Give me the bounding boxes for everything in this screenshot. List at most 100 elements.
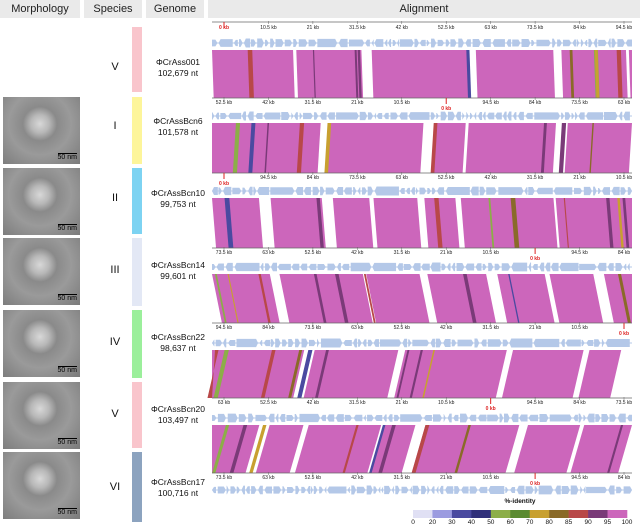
gene-arrow xyxy=(627,263,630,271)
alignment-block xyxy=(303,350,399,398)
alignment-stripe xyxy=(335,274,349,323)
ruler-tick-label: 84 kb xyxy=(617,475,631,481)
gene-arrow xyxy=(465,263,475,271)
gene-arrow xyxy=(437,39,445,47)
gene-arrow xyxy=(536,187,553,195)
gene-arrow xyxy=(430,112,436,120)
gene-arrow xyxy=(575,112,578,120)
gene-arrow xyxy=(594,339,601,347)
alignment-stripe xyxy=(258,274,271,323)
gene-arrow xyxy=(383,414,387,422)
gene-arrow xyxy=(344,414,352,422)
genome-label: ΦCrAssBcn14 99,601 nt xyxy=(140,260,216,282)
gene-arrow xyxy=(387,39,392,47)
alignment-block xyxy=(628,50,632,98)
scale-bar: 50 nm xyxy=(57,366,77,374)
ruler-tick-label: 73.5 kb xyxy=(215,475,233,481)
gene-arrow xyxy=(403,263,412,271)
gene-arrow xyxy=(241,485,245,495)
ruler-tick-label: 21 kb xyxy=(440,250,453,256)
legend-tick: 30 xyxy=(448,519,456,526)
alignment-block xyxy=(212,50,295,98)
genome-length: 98,637 nt xyxy=(160,343,196,353)
gene-arrow xyxy=(336,186,344,196)
gene-arrow xyxy=(236,486,241,494)
gene-arrow xyxy=(503,413,510,423)
gene-arrow xyxy=(426,39,430,47)
ruler-tick-label: 10.5 kb xyxy=(438,400,455,406)
ruler-tick-label: 0 kb xyxy=(218,25,230,31)
gene-arrow xyxy=(319,486,324,494)
gene-arrow xyxy=(343,339,352,347)
genome-name: ΦCrAssBcn10 xyxy=(150,188,206,198)
gene-arrow xyxy=(469,486,478,494)
gene-arrow xyxy=(218,39,233,47)
gene-arrow xyxy=(447,263,451,271)
gene-arrow xyxy=(436,486,439,494)
gene-arrow xyxy=(220,112,227,120)
gene-arrow xyxy=(560,339,565,347)
gene-arrow xyxy=(627,414,632,422)
legend-swatch xyxy=(471,510,492,518)
gene-arrow xyxy=(217,413,226,423)
legend-tick: 50 xyxy=(487,519,495,526)
ruler-tick-label: 73.5 kb xyxy=(215,250,233,256)
gene-arrow xyxy=(402,338,408,348)
gene-arrow xyxy=(525,112,533,120)
ruler-tick-label: 63 kb xyxy=(262,475,275,481)
genome-length: 101,578 nt xyxy=(157,127,199,137)
gene-arrow xyxy=(601,339,605,347)
genome-label: ΦCrAssBcn22 98,637 nt xyxy=(140,332,216,354)
gene-arrow xyxy=(430,338,435,348)
gene-arrow xyxy=(265,39,269,47)
gene-arrow xyxy=(291,263,300,271)
gene-arrow xyxy=(488,485,505,495)
gene-arrow xyxy=(383,112,389,120)
genome-name: ΦCrAssBcn22 xyxy=(150,332,206,342)
gene-arrow xyxy=(419,39,426,47)
gene-arrow xyxy=(559,262,579,272)
phage-micrograph: 50 nm xyxy=(3,452,80,519)
gene-arrow xyxy=(472,38,481,48)
gene-arrow xyxy=(312,186,320,196)
gene-arrow xyxy=(294,414,298,422)
ruler-tick-label: 73.5 kb xyxy=(615,400,633,406)
gene-arrow xyxy=(343,187,352,195)
gene-arrow xyxy=(573,414,578,422)
gene-arrow xyxy=(415,187,419,195)
gene-arrow xyxy=(617,413,626,423)
ruler-tick-label: 31.5 kb xyxy=(482,325,499,331)
genome-label: ΦCrAssBcn20 103,497 nt xyxy=(140,404,216,426)
gene-arrow xyxy=(445,39,450,47)
legend-title: %-identity xyxy=(504,498,536,505)
gene-arrow xyxy=(270,262,277,272)
gene-arrow xyxy=(431,187,436,195)
gene-arrow xyxy=(255,112,263,120)
legend-swatch xyxy=(529,510,550,518)
gene-arrow xyxy=(399,187,405,195)
gene-arrow xyxy=(588,38,593,48)
gene-arrow xyxy=(583,486,586,494)
gene-arrow xyxy=(350,262,372,272)
ruler-tick-label: 10.5 kb xyxy=(482,475,499,481)
gene-arrow xyxy=(227,413,238,423)
ruler-tick-label: 94.5 kb xyxy=(615,25,633,31)
gene-arrow xyxy=(427,485,430,495)
gene-arrow xyxy=(212,39,218,47)
gene-arrow xyxy=(507,111,512,121)
gene-arrow xyxy=(397,263,403,271)
legend-tick: 100 xyxy=(621,519,633,526)
gene-arrow xyxy=(586,339,594,347)
gene-arrow xyxy=(373,486,378,494)
gene-arrow xyxy=(584,39,588,47)
gene-arrow xyxy=(353,414,363,422)
alignment-stripe xyxy=(617,198,624,248)
alignment-block xyxy=(212,198,264,248)
gene-arrow xyxy=(263,112,281,120)
alignment-block xyxy=(411,425,520,473)
ruler-tick-label: 10.5 kb xyxy=(482,250,499,256)
gene-arrow xyxy=(365,39,370,47)
ruler-tick-label: 21 kb xyxy=(573,175,586,181)
gene-arrow xyxy=(303,187,311,195)
